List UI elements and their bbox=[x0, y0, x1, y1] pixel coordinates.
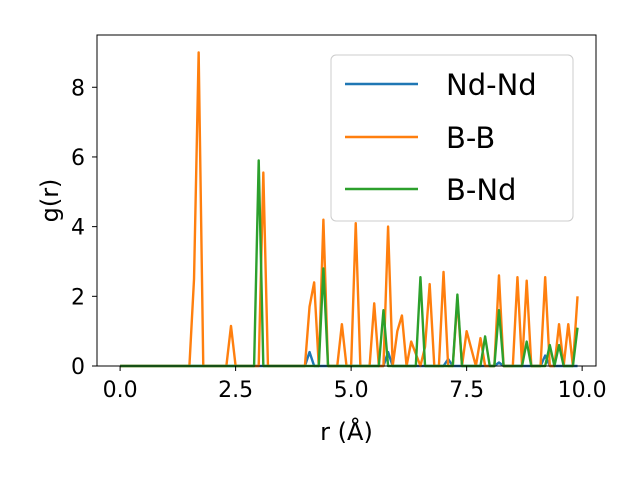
y-axis-label: g(r) bbox=[36, 179, 64, 223]
legend-label: B-Nd bbox=[446, 173, 516, 207]
x-axis-label: r (Å) bbox=[320, 417, 373, 446]
legend-label: Nd-Nd bbox=[446, 68, 537, 102]
x-tick-label: 7.5 bbox=[449, 378, 484, 403]
y-tick-label: 8 bbox=[71, 76, 85, 101]
y-tick-label: 6 bbox=[71, 146, 85, 171]
series-line-b-b bbox=[120, 51, 579, 368]
y-tick-label: 2 bbox=[71, 285, 85, 310]
y-axis: 0 2 4 6 8 bbox=[71, 76, 97, 380]
legend: Nd-Nd B-B B-Nd bbox=[330, 54, 574, 222]
y-tick-label: 0 bbox=[71, 355, 85, 380]
y-tick-label: 4 bbox=[71, 216, 85, 241]
x-tick-label: 5.0 bbox=[334, 378, 369, 403]
x-tick-label: 2.5 bbox=[218, 378, 253, 403]
x-tick-label: 0.0 bbox=[103, 378, 138, 403]
x-tick-label: 10.0 bbox=[558, 378, 607, 403]
x-axis: 0.0 2.5 5.0 7.5 10.0 bbox=[103, 366, 607, 403]
axes-frame bbox=[96, 34, 597, 367]
legend-box bbox=[330, 54, 574, 222]
legend-label: B-B bbox=[446, 121, 495, 155]
